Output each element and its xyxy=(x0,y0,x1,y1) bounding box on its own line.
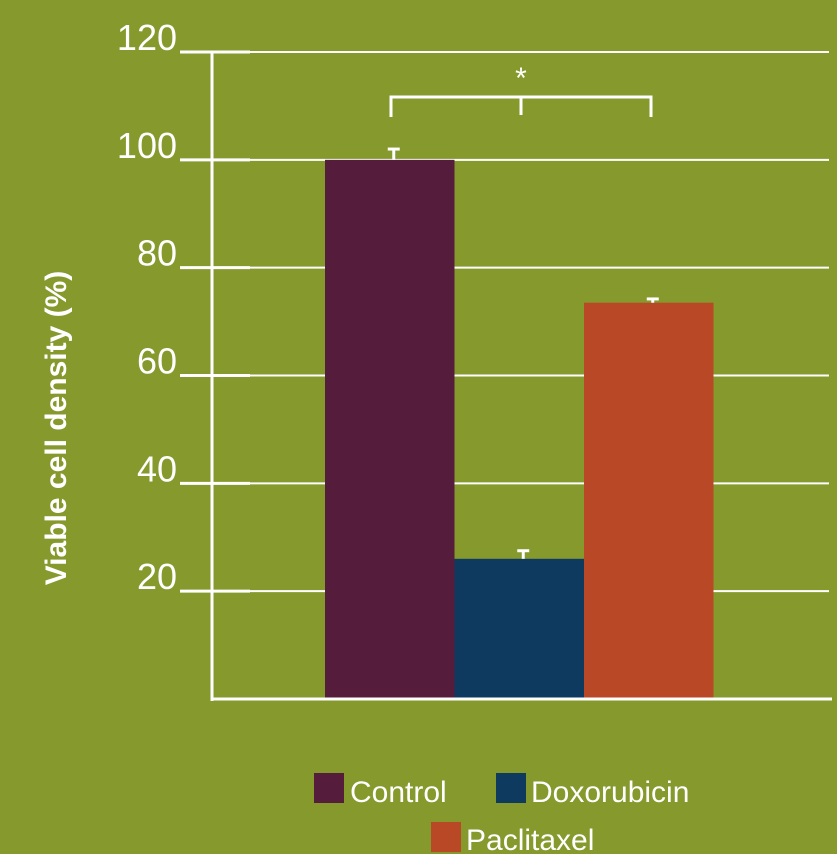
error-bar-doxorubicin xyxy=(517,549,530,559)
legend-swatch xyxy=(496,773,526,803)
y-tick-label: 40 xyxy=(137,448,177,489)
y-tick-label: 120 xyxy=(117,17,177,58)
y-axis-title: Viable cell density (%) xyxy=(40,271,73,586)
bar-control xyxy=(325,159,455,700)
legend-label: Paclitaxel xyxy=(466,824,594,854)
legend-item-doxorubicin: Doxorubicin xyxy=(496,773,689,809)
legend-swatch xyxy=(431,822,461,852)
legend-label: Control xyxy=(350,776,447,809)
legend-swatch xyxy=(314,773,344,803)
legend-item-paclitaxel: Paclitaxel xyxy=(431,822,594,854)
bars xyxy=(325,159,714,700)
significance-bracket: * xyxy=(389,62,653,117)
error-bar-control xyxy=(387,147,400,160)
error-bar-paclitaxel xyxy=(646,297,659,303)
gridlines xyxy=(212,51,829,593)
legend: Control Doxorubicin Paclitaxel xyxy=(314,773,689,854)
legend-item-control: Control xyxy=(314,773,447,809)
axes xyxy=(210,52,832,701)
y-tick-label: 60 xyxy=(137,341,177,382)
bar-paclitaxel xyxy=(584,302,714,699)
legend-label: Doxorubicin xyxy=(531,776,689,809)
significance-label: * xyxy=(515,62,527,95)
bar-doxorubicin xyxy=(454,558,584,699)
y-tick-label: 20 xyxy=(137,556,177,597)
y-tick-label: 100 xyxy=(117,125,177,166)
y-tick-label: 80 xyxy=(137,233,177,274)
error-bars xyxy=(387,147,659,559)
y-axis-ticks: 20 40 60 80 100 120 xyxy=(117,17,250,597)
